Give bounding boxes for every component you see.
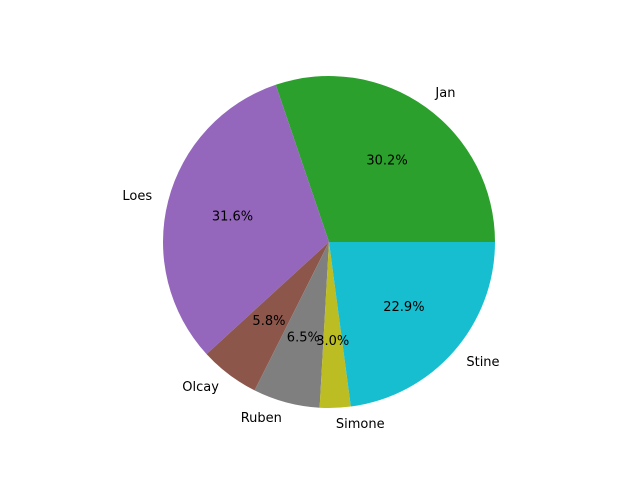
slice-percent-loes: 31.6% [212, 210, 253, 225]
slice-label-jan: Jan [434, 86, 455, 101]
slice-percent-ruben: 6.5% [287, 331, 320, 346]
slice-label-stine: Stine [466, 355, 499, 370]
pie-labels: Jan 30.2% Loes 31.6% Olcay 5.8% Ruben 6.5% Simon… [122, 86, 499, 432]
slice-percent-stine: 22.9% [383, 300, 424, 315]
pie-slices [162, 76, 495, 408]
pie-slice-stine [329, 242, 495, 407]
slice-percent-jan: 30.2% [366, 154, 407, 169]
pie-slice-simone [319, 242, 351, 408]
pie-slice-olcay [206, 242, 329, 391]
pie-slice-loes [162, 84, 329, 355]
slice-percent-olcay: 5.8% [252, 314, 285, 329]
slice-label-ruben: Ruben [241, 411, 282, 426]
slice-label-simone: Simone [336, 417, 385, 432]
slice-percent-simone: 3.0% [316, 334, 349, 349]
slice-label-olcay: Olcay [182, 380, 219, 395]
pie-slice-jan [275, 76, 495, 242]
pie-slice-ruben [254, 242, 329, 408]
slice-label-loes: Loes [122, 189, 152, 204]
